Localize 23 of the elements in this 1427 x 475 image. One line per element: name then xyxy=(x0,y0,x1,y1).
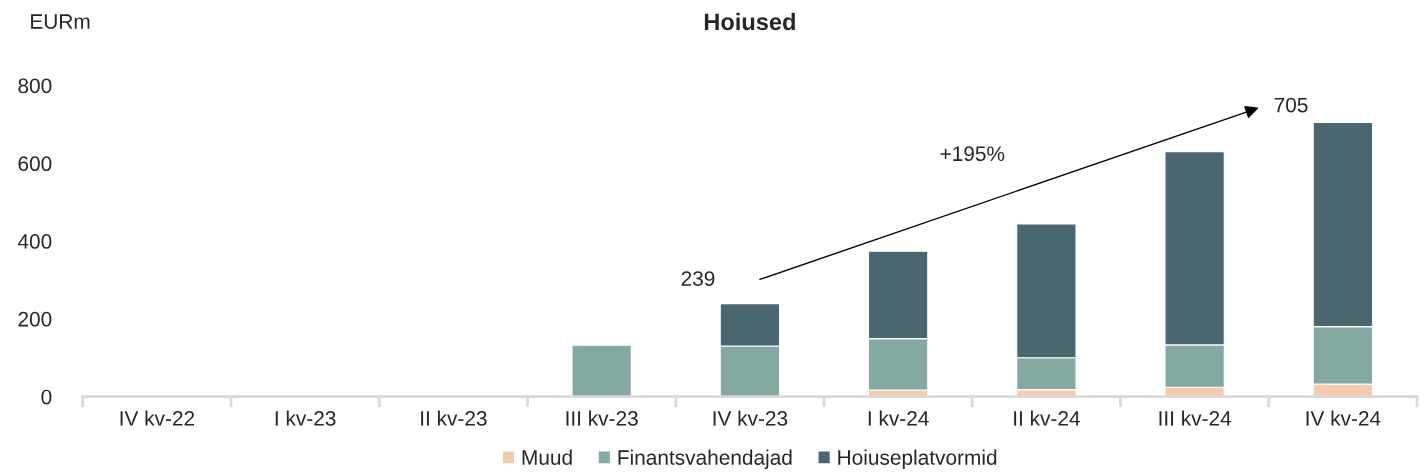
x-tick-label: III kv-23 xyxy=(566,410,638,426)
annotation: 705 xyxy=(1274,97,1308,113)
legend-label: Finantsvahendajad xyxy=(618,449,792,470)
y-tick-label: 0 xyxy=(41,389,52,405)
bar xyxy=(571,344,632,397)
x-tick-label: IV kv-23 xyxy=(713,410,788,426)
y-tick-label: 800 xyxy=(18,78,52,94)
legend-label: Hoiuseplatvormid xyxy=(838,449,997,470)
chart-title: Hoiused xyxy=(704,12,795,31)
annotation: +195% xyxy=(940,146,1005,162)
x-tick-label: I kv-24 xyxy=(868,410,929,426)
y-tick-label: 400 xyxy=(17,234,52,249)
x-tick-label: I kv-23 xyxy=(275,410,336,426)
legend-label: Muud xyxy=(522,449,572,465)
y-tick-label: 600 xyxy=(18,156,52,172)
y-axis-title: EURm xyxy=(31,14,90,29)
x-tick-label: II kv-23 xyxy=(421,410,487,426)
x-tick-label: II kv-24 xyxy=(1014,410,1080,426)
y-tick-label: 200 xyxy=(18,311,52,327)
x-tick-label: III kv-24 xyxy=(1159,410,1232,426)
annotation: 239 xyxy=(681,271,715,286)
x-tick-label: IV kv-24 xyxy=(1306,410,1381,426)
x-tick-label: IV kv-22 xyxy=(120,410,195,426)
